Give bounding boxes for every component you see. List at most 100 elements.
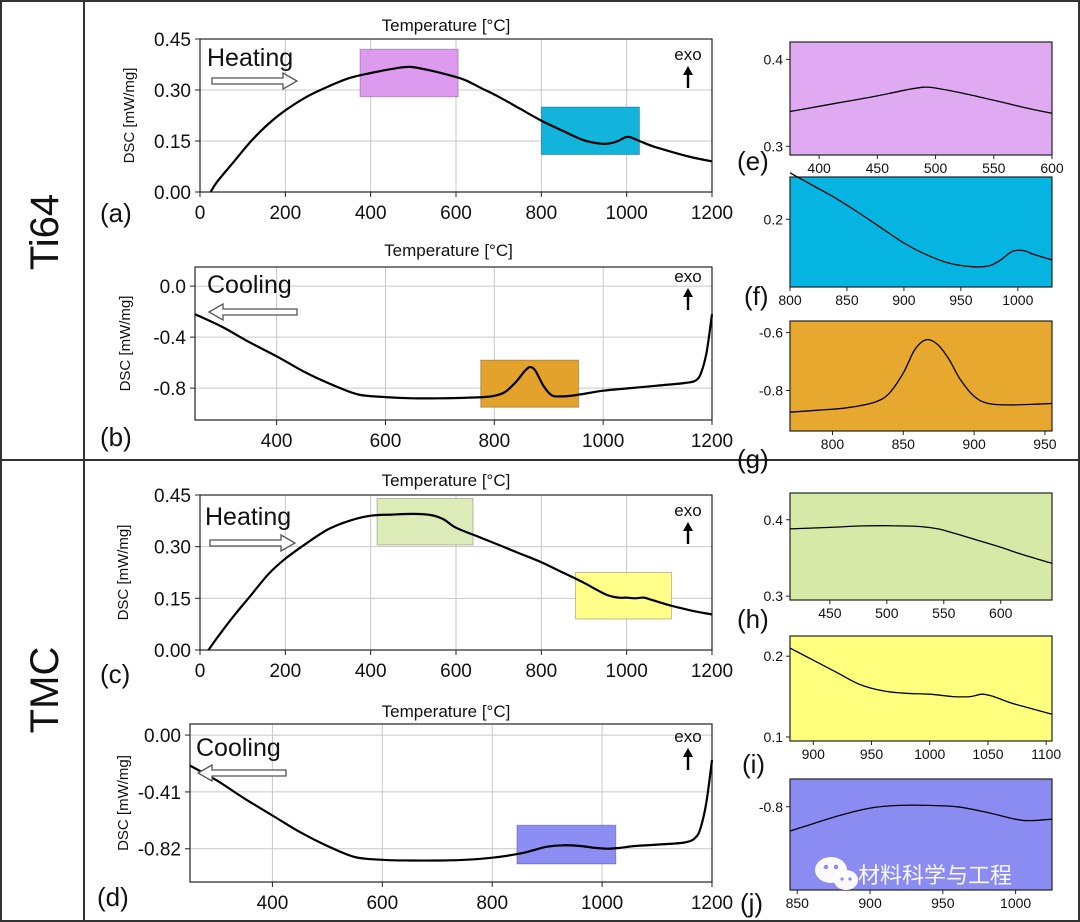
axes-box: [789, 778, 1053, 891]
x-tick-label: 400: [257, 893, 289, 914]
axis-title: Temperature [°C]: [382, 16, 511, 35]
x-tick-label: 600: [1040, 160, 1064, 176]
y-tick-label: 0.4: [764, 51, 784, 67]
inset-background: [790, 493, 1052, 600]
y-tick-label: -0.6: [759, 325, 783, 341]
x-tick-label: 900: [802, 746, 826, 762]
x-tick-label: 600: [440, 661, 472, 682]
x-tick-label: 900: [858, 895, 882, 911]
x-tick-label: 400: [355, 661, 387, 682]
panel-label: (i): [742, 749, 765, 779]
x-tick-label: 950: [931, 895, 955, 911]
chart-panels: 0 200 400 600 800 1000 12000.000.150.300.45(a)…: [97, 16, 1064, 918]
watermark: 材料科学与工程: [815, 857, 1012, 890]
y-tick-label: 0.00: [154, 641, 191, 662]
chart-panel-c: 0 200 400 600 800 1000 1200 0.00 0.15 0.30 0.45 (c)…: [100, 471, 733, 689]
y-axis-label: DSC [mW/mg]: [117, 296, 134, 392]
y-tick-label: 0.1: [764, 729, 784, 745]
exo-label: exo: [674, 727, 701, 746]
x-tick-label: 500: [924, 160, 948, 176]
x-tick-label: 800: [821, 436, 845, 452]
x-tick-label: 850: [786, 895, 810, 911]
x-tick-label: 800: [525, 203, 557, 224]
x-tick-label: 800: [476, 893, 508, 914]
dsc-curve: [789, 647, 1053, 715]
panel-label: (g): [737, 444, 769, 474]
x-tick-label: 950: [949, 292, 973, 308]
x-tick-label: 950: [1033, 436, 1057, 452]
x-tick-label: 1000: [606, 661, 648, 682]
y-tick-label: 0.15: [154, 132, 191, 153]
axes-box: [789, 41, 1053, 156]
exo-label: exo: [674, 45, 701, 64]
axes-box: [789, 635, 1053, 742]
x-tick-label: 1000: [1002, 292, 1033, 308]
axes-box: [194, 266, 713, 421]
phase-label: Cooling: [207, 271, 292, 299]
y-tick-label: 0.30: [154, 81, 191, 102]
x-tick-label: 0: [195, 203, 206, 224]
dsc-curve: [789, 172, 1053, 268]
axes-box: [789, 176, 1053, 288]
chart-panel-g: 800 850 900 950 -0.6 -0.8 (g): [737, 320, 1057, 474]
chart-panel-e: 400 450 500 550 600 0.3 0.4 (e): [737, 41, 1064, 176]
x-tick-label: 1200: [691, 893, 733, 914]
y-tick-label: 0.00: [144, 726, 181, 747]
x-tick-label: 1200: [691, 431, 733, 452]
wechat-icon: [815, 857, 858, 890]
x-tick-label: 200: [269, 661, 301, 682]
exo-arrow-head-icon: [683, 288, 693, 297]
highlight-region: [540, 106, 640, 156]
cooling-arrow-icon: [207, 302, 298, 322]
x-tick-label: 800: [478, 431, 510, 452]
y-tick-label: 0.45: [154, 30, 191, 51]
phase-label: Heating: [205, 503, 291, 531]
y-tick-label: -0.82: [138, 840, 181, 861]
phase-label: Heating: [207, 44, 293, 72]
x-tick-label: 1000: [582, 431, 624, 452]
y-tick-label: -0.8: [759, 382, 783, 398]
inset-background: [790, 42, 1052, 155]
x-tick-label: 1000: [606, 203, 648, 224]
axes-box: [189, 723, 713, 883]
y-tick-label: 0.15: [154, 589, 191, 610]
x-tick-label: 450: [818, 605, 842, 621]
exo-arrow-head-icon: [683, 748, 693, 757]
panel-label: (h): [737, 604, 769, 634]
y-tick-label: 0.00: [154, 183, 191, 204]
x-tick-label: 450: [866, 160, 890, 176]
x-tick-label: 1000: [581, 893, 623, 914]
x-tick-label: 600: [440, 203, 472, 224]
y-tick-label: 0.2: [764, 211, 784, 227]
dsc-curve: [189, 759, 714, 862]
chart-panel-a: 0 200 400 600 800 1000 1200 0.00 0.15 0.30 0.45 (a)…: [100, 16, 733, 228]
heating-arrow-icon: [209, 533, 297, 553]
chart-panel-d: 400 600 800 1000 1200 0.00 -0.41 -0.82 (d) Temper…: [97, 702, 733, 914]
x-tick-label: 400: [807, 160, 831, 176]
exo-label: exo: [674, 267, 701, 286]
y-tick-label: 0.2: [764, 648, 784, 664]
y-axis-label: DSC [mW/mg]: [115, 755, 132, 851]
dsc-curve: [194, 313, 714, 400]
x-tick-label: 1000: [1000, 895, 1031, 911]
panel-label: (c): [100, 659, 130, 689]
y-tick-label: 0.0: [160, 277, 186, 298]
cooling-arrow-icon: [196, 763, 287, 783]
chart-panel-b: 400 600 800 1000 1200 0.0 -0.4 -0.8 (b) Temperatu…: [100, 241, 733, 452]
axes-box: [789, 492, 1053, 601]
x-tick-label: 0: [195, 661, 206, 682]
x-tick-label: 600: [370, 431, 402, 452]
axis-title: Temperature [°C]: [384, 241, 513, 260]
x-tick-label: 1000: [914, 746, 945, 762]
watermark-text: 材料科学与工程: [858, 863, 1012, 888]
x-tick-label: 850: [892, 436, 916, 452]
heating-arrow-icon: [211, 71, 299, 91]
inset-background: [790, 177, 1052, 287]
x-tick-label: 1200: [691, 661, 733, 682]
highlight-region: [574, 572, 672, 620]
x-tick-label: 850: [835, 292, 859, 308]
x-tick-label: 500: [875, 605, 899, 621]
x-tick-label: 550: [982, 160, 1006, 176]
y-axis-label: DSC [mW/mg]: [115, 525, 132, 621]
exo-arrow-head-icon: [683, 522, 693, 531]
